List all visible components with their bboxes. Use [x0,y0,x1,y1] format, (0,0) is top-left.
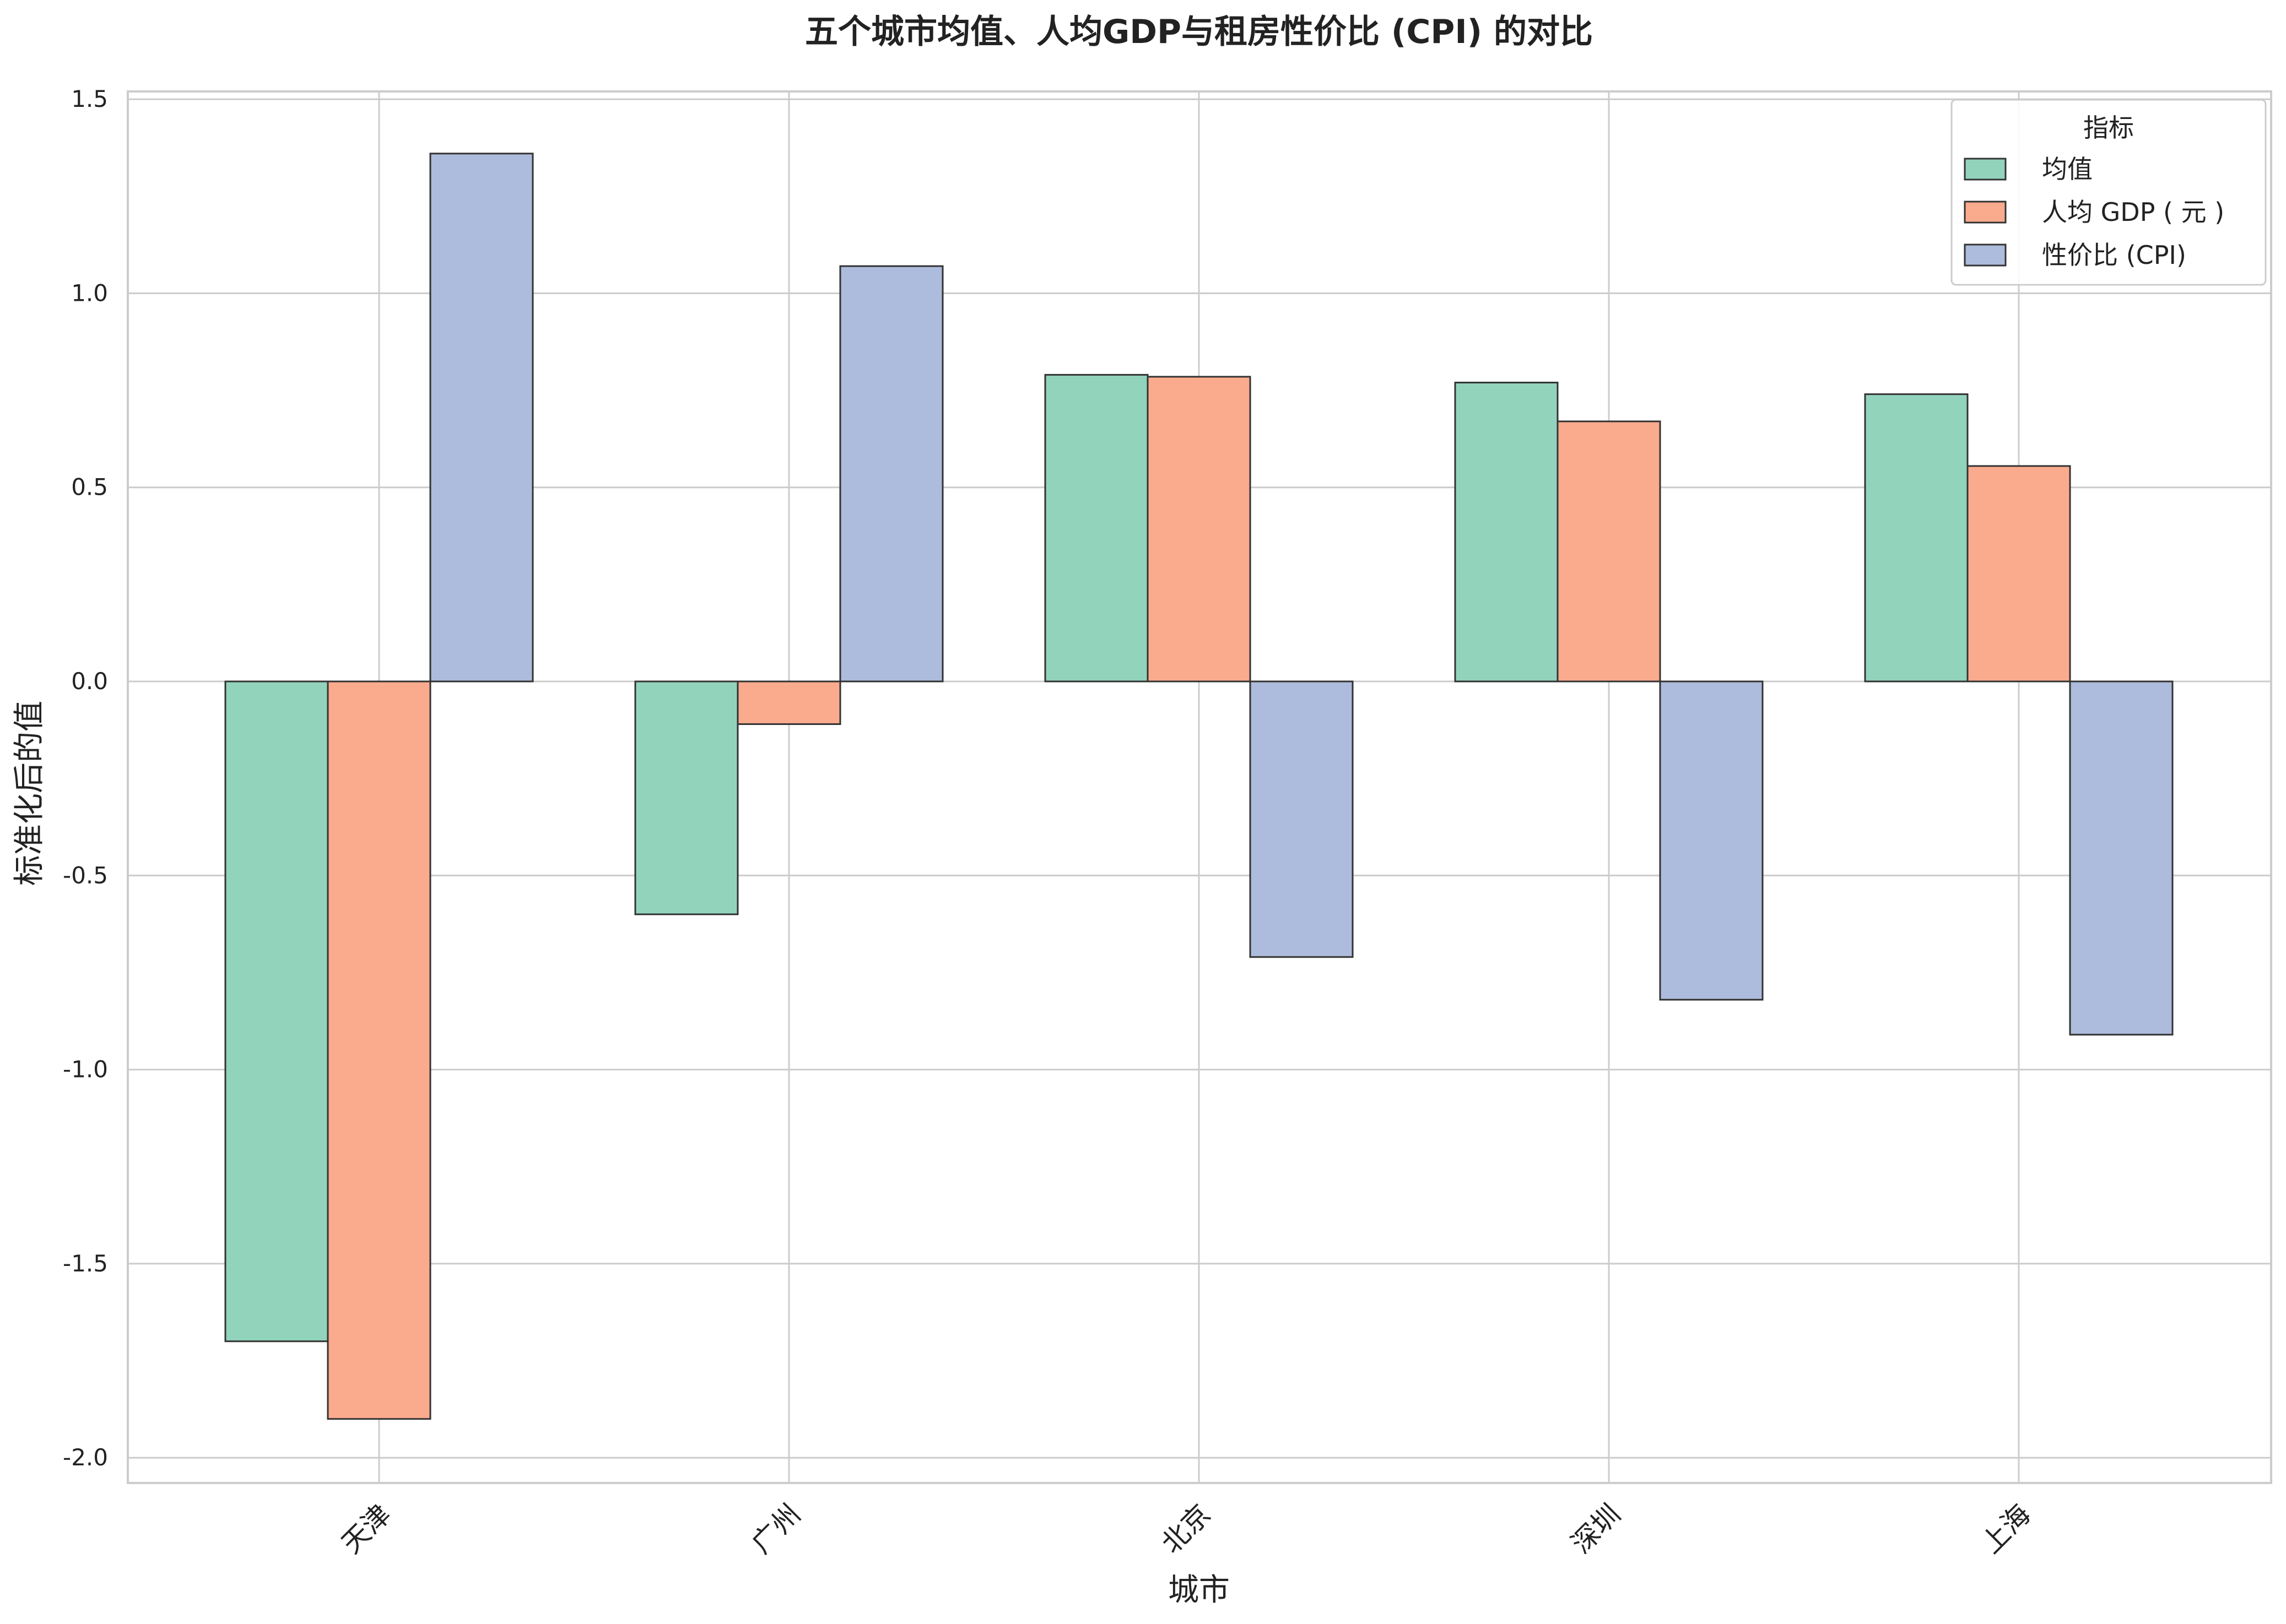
legend-label: 性价比 (CPI) [2042,240,2186,270]
chart-title: 五个城市均值、人均GDP与租房性价比 (CPI) 的对比 [805,13,1593,51]
legend-frame [1950,99,2267,286]
legend-swatch [1964,243,2007,267]
bar [1659,680,1764,1001]
bar [1249,680,1354,958]
x-tick-label: 天津 [336,1498,397,1560]
legend-swatch [1964,201,2007,224]
bar [839,265,944,683]
bar [1147,376,1251,683]
legend-swatch [1964,158,2007,181]
y-tick-label: -2.0 [63,1444,108,1471]
y-tick-label: 1.0 [71,279,108,306]
x-axis-label: 城市 [1168,1572,1230,1608]
x-tick-label: 北京 [1155,1498,1217,1560]
legend-title: 指标 [2083,113,2134,143]
bar [1557,420,1661,683]
x-tick-labels: 天津 广州 北京 深圳 上海 [336,1498,2037,1560]
y-tick-label: -1.0 [63,1056,108,1083]
y-tick-label: -1.5 [63,1250,108,1277]
y-tick-label: 0.5 [71,474,108,501]
y-tick-label: -0.5 [63,862,108,889]
bar [1864,393,1969,683]
legend-label: 均值 [2042,154,2093,184]
bar [224,680,329,1342]
x-tick-label: 广州 [745,1498,807,1560]
bar [1454,381,1559,683]
x-tick-label: 上海 [1975,1498,2037,1560]
y-tick-label: 0.0 [71,668,108,695]
bar [327,680,431,1420]
bar [1966,465,2071,683]
y-axis-label: 标准化后的值 [12,701,47,886]
bars-group [224,153,2174,1420]
y-tick-label: 1.5 [71,85,108,112]
bar [1044,373,1149,683]
y-tick-labels: 1.5 1.0 0.5 0.0 -0.5 -1.0 -1.5 -2.0 [63,85,108,1471]
bar [634,680,739,916]
plot-frame [127,90,2272,1484]
x-tick-label: 深圳 [1565,1498,1627,1560]
bar [429,153,534,683]
bar [737,680,841,726]
bar [2069,680,2174,1036]
legend-label: 人均 GDP ( 元 ) [2042,197,2224,227]
